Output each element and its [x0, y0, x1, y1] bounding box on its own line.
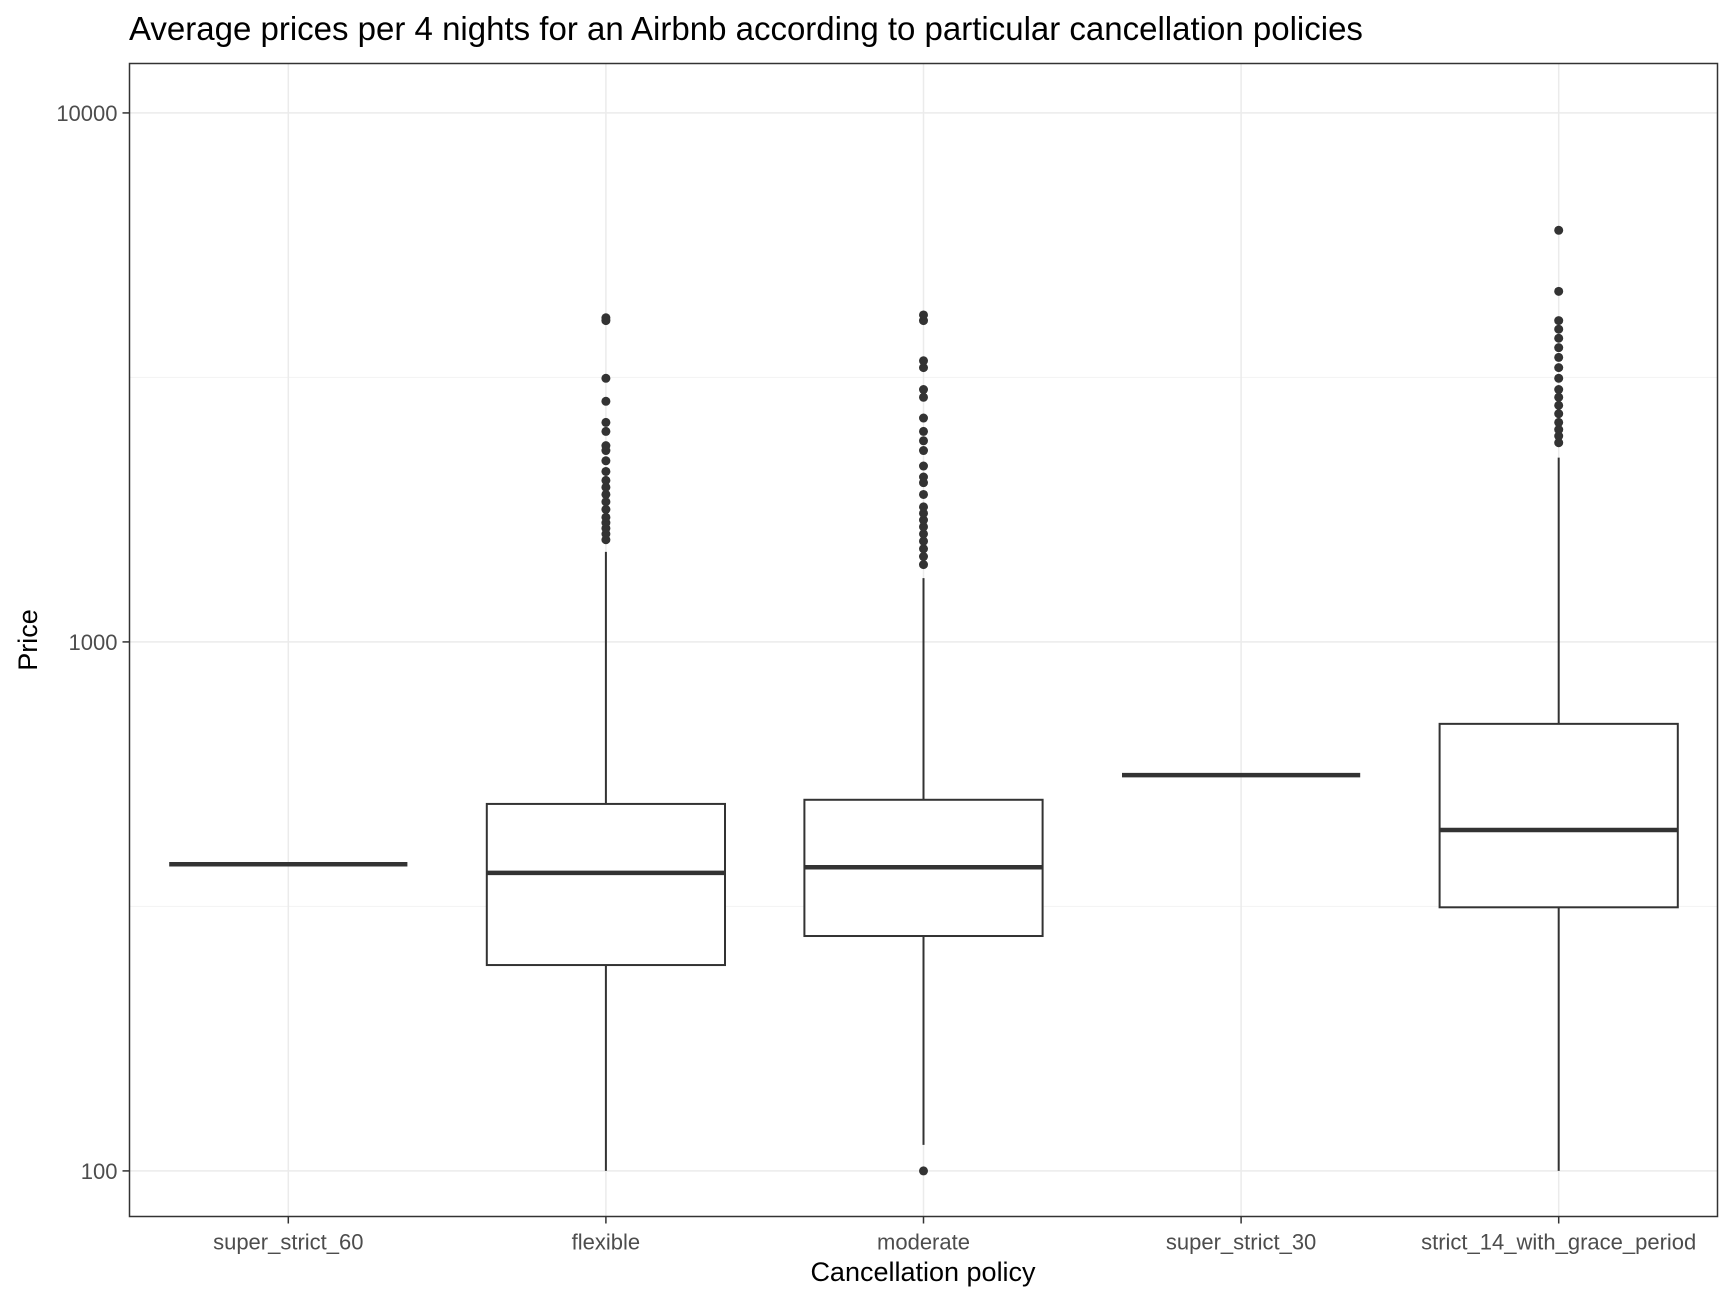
outlier-point — [1554, 352, 1564, 362]
x-axis: super_strict_60 flexible moderate super_str… — [213, 1216, 1696, 1255]
x-tick-label: moderate — [877, 1230, 970, 1255]
outlier-point — [601, 466, 611, 476]
outlier-point — [1554, 438, 1564, 448]
outlier-point — [919, 426, 928, 436]
chart-title: Average prices per 4 nights for an Airbn… — [129, 10, 1363, 47]
outlier-point — [601, 504, 611, 514]
outlier-point — [1554, 316, 1564, 326]
outlier-point — [919, 472, 928, 482]
y-tick-label: 100 — [81, 1159, 118, 1184]
outlier-point — [1554, 417, 1564, 427]
outlier-point — [919, 461, 928, 471]
outlier-point — [1554, 431, 1564, 441]
outlier-point — [601, 497, 611, 507]
outlier-point — [919, 552, 928, 562]
outlier-point — [601, 482, 611, 492]
outlier-point — [601, 456, 611, 466]
outlier-point — [601, 475, 611, 485]
outlier-point — [1554, 225, 1564, 235]
outlier-point — [1554, 400, 1564, 410]
outlier-point — [601, 512, 611, 522]
outlier-point — [919, 502, 928, 512]
outlier-point — [601, 417, 611, 427]
outlier-point — [919, 310, 928, 320]
outlier-point — [919, 392, 928, 402]
outlier-point — [919, 446, 928, 456]
outlier-point — [919, 544, 928, 554]
outlier-point — [1554, 373, 1564, 383]
outlier-point — [919, 436, 928, 446]
outlier-point — [919, 536, 928, 546]
outlier-point — [1554, 343, 1564, 353]
outlier-point — [919, 356, 928, 366]
y-tick-label: 1000 — [69, 630, 118, 655]
outlier-point — [1554, 385, 1564, 395]
outlier-point — [1554, 286, 1564, 296]
y-tick-label: 10000 — [56, 101, 117, 126]
outlier-point — [1554, 409, 1564, 419]
outlier-point — [1554, 324, 1564, 334]
outlier-point — [919, 560, 928, 570]
outlier-point — [919, 489, 928, 499]
x-axis-title: Cancellation policy — [810, 1257, 1036, 1287]
outlier-point — [919, 529, 928, 539]
y-axis: 100 1000 10000 — [56, 101, 130, 1184]
outlier-point — [919, 1166, 928, 1176]
x-tick-label: strict_14_with_grace_period — [1421, 1230, 1696, 1255]
outlier-point — [601, 441, 611, 451]
boxplot-flexible — [485, 313, 726, 1171]
outlier-point — [601, 426, 611, 436]
outlier-point — [1554, 333, 1564, 343]
outlier-point — [919, 385, 928, 395]
outlier-point — [1554, 392, 1564, 402]
outlier-point — [601, 313, 611, 323]
box — [485, 802, 726, 967]
y-axis-title: Price — [13, 609, 43, 671]
x-tick-label: flexible — [572, 1230, 640, 1255]
boxplots — [169, 225, 1679, 1176]
x-tick-label: super_strict_60 — [213, 1230, 363, 1255]
outlier-point — [919, 363, 928, 373]
outlier-point — [601, 396, 611, 406]
outlier-point — [1554, 425, 1564, 435]
outlier-point — [919, 515, 928, 525]
outlier-point — [919, 508, 928, 518]
outlier-point — [601, 489, 611, 499]
outlier-point — [1554, 363, 1564, 373]
x-tick-label: super_strict_30 — [1166, 1230, 1316, 1255]
outlier-point — [601, 373, 611, 383]
outlier-point — [919, 522, 928, 532]
outlier-point — [919, 413, 928, 423]
boxplot-moderate — [803, 310, 1044, 1176]
box — [1438, 722, 1679, 909]
boxplot-strict_14_with_grace_period — [1438, 225, 1679, 1171]
